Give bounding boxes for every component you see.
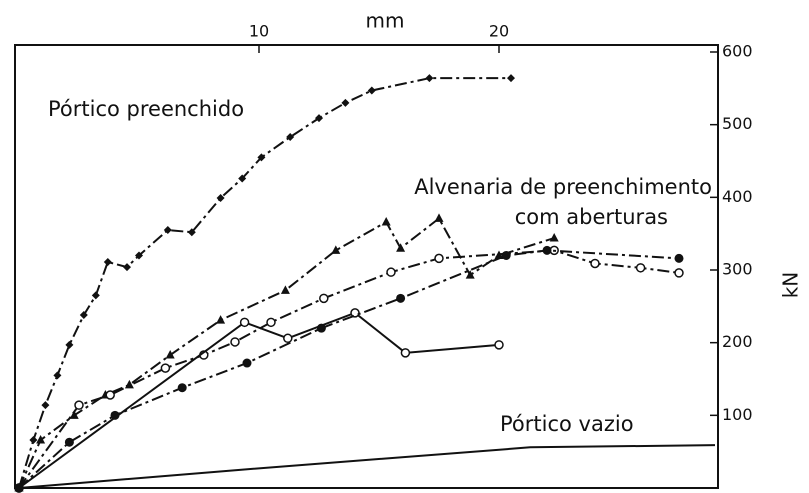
annotation: Pórtico vazio [500,412,634,436]
y-tick-label: 400 [722,187,753,206]
series-line [18,77,511,489]
marker [542,245,552,255]
marker [216,194,225,203]
marker [590,258,600,269]
marker [103,258,112,267]
marker [69,410,79,419]
annotation: Alvenaria de preenchimento [414,175,712,199]
marker [280,285,290,294]
marker [341,98,350,107]
marker [331,245,341,254]
marker [434,253,444,264]
marker [257,153,266,162]
marker [187,228,196,237]
marker [124,379,134,389]
marker [74,400,84,410]
marker [165,350,175,359]
marker [41,401,50,410]
marker [135,251,143,260]
marker [53,371,62,380]
marker [494,340,504,350]
marker [635,263,646,273]
y-axis-label: kN [779,272,803,299]
marker [105,390,115,400]
marker [367,86,376,95]
marker [216,315,226,324]
x-tick-label: 10 [249,22,269,41]
marker [64,437,74,447]
marker [674,253,684,263]
marker [674,268,684,278]
y-tick-label: 600 [722,42,753,61]
marker [238,174,247,183]
marker [163,226,172,235]
marker [315,114,323,123]
marker [425,74,434,83]
series-line [18,444,716,489]
marker [79,311,88,320]
marker [14,483,24,493]
marker [549,233,559,242]
marker [160,363,171,373]
marker [29,436,38,445]
marker [239,317,250,328]
marker [501,250,511,260]
annotation: com aberturas [515,205,668,229]
marker [110,410,120,420]
marker [266,317,276,328]
marker [36,435,46,444]
y-tick-label: 200 [722,332,753,351]
series-line [18,216,555,489]
marker [242,358,252,368]
marker [386,267,396,277]
x-axis-label: mm [366,9,405,33]
x-tick-label: 20 [489,22,509,41]
marker [465,270,475,279]
marker [396,293,406,303]
marker [396,243,406,252]
marker [91,291,100,300]
marker [319,293,329,304]
marker [65,340,74,349]
marker [434,213,444,222]
marker [400,348,411,358]
marker [177,383,187,393]
y-tick-label: 300 [722,260,753,279]
y-tick-label: 500 [722,114,753,133]
marker [316,323,326,333]
series-line [18,249,680,489]
marker [507,74,515,83]
marker [230,337,240,347]
plot-frame [14,44,719,489]
marker [350,308,360,318]
annotation: Pórtico preenchido [48,97,244,121]
marker [286,133,295,142]
marker [381,217,391,226]
series-line [18,249,680,489]
marker [123,263,131,272]
y-tick-label: 100 [722,405,753,424]
marker [283,333,293,344]
